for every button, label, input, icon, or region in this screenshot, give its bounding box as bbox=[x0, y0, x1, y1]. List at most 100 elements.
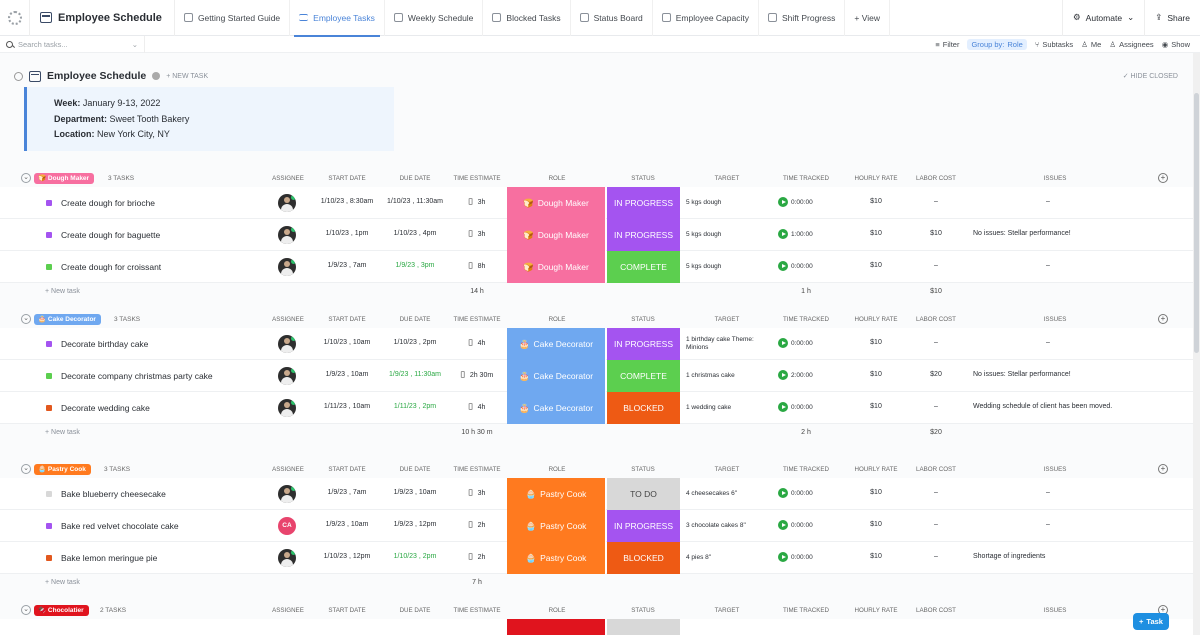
play-icon[interactable] bbox=[778, 229, 788, 239]
column-header-status[interactable]: STATUS bbox=[631, 316, 655, 323]
tab-blocked-tasks[interactable]: Blocked Tasks bbox=[483, 0, 571, 36]
column-header-start[interactable]: START DATE bbox=[328, 466, 366, 473]
column-header-due[interactable]: DUE DATE bbox=[399, 466, 431, 473]
status-square-icon[interactable] bbox=[46, 523, 52, 529]
avatar[interactable] bbox=[278, 399, 296, 417]
column-header-target[interactable]: TARGET bbox=[714, 175, 740, 182]
play-icon[interactable] bbox=[778, 552, 788, 562]
column-header-issues[interactable]: ISSUES bbox=[1043, 316, 1067, 323]
issue-text[interactable]: No issues: Stellar performance! bbox=[973, 230, 1071, 237]
collapse-icon[interactable]: ⌄ bbox=[21, 464, 31, 474]
due-date[interactable]: 1/10/23 , 2pm bbox=[393, 553, 437, 560]
start-date[interactable]: 1/11/23 , 10am bbox=[323, 403, 371, 410]
role-cell[interactable]: 🎂 Cake Decorator bbox=[507, 328, 606, 360]
avatar[interactable] bbox=[278, 258, 296, 276]
column-header-est[interactable]: TIME ESTIMATE bbox=[453, 175, 501, 182]
task-row[interactable]: Create dough for croissant 1/9/23 , 7am 1/… bbox=[0, 251, 1200, 283]
column-header-target[interactable]: TARGET bbox=[714, 466, 740, 473]
task-row[interactable]: Create dough for brioche 1/10/23 , 8:30am… bbox=[0, 187, 1200, 219]
issue-text[interactable]: – bbox=[1046, 262, 1050, 269]
due-date[interactable]: 1/9/23 , 3pm bbox=[395, 262, 435, 269]
new-task-button[interactable]: + New task bbox=[45, 288, 80, 295]
search-input[interactable]: Search tasks... bbox=[18, 39, 68, 49]
column-header-rate[interactable]: HOURLY RATE bbox=[854, 607, 898, 614]
column-header-issues[interactable]: ISSUES bbox=[1043, 607, 1067, 614]
target-value[interactable]: 1 birthday cake Theme: Minions bbox=[686, 336, 754, 351]
start-date[interactable]: 1/9/23 , 10am bbox=[325, 371, 369, 378]
assignees-button[interactable]: ♙ Assignees bbox=[1109, 40, 1153, 49]
group-pill[interactable]: 🎂 Cake Decorator bbox=[34, 314, 101, 325]
task-name[interactable]: Create dough for croissant bbox=[61, 262, 162, 272]
time-estimate[interactable]: 3h bbox=[468, 489, 485, 497]
start-date[interactable]: 1/10/23 , 8:30am bbox=[320, 198, 374, 205]
time-tracked[interactable]: 0:00:00 bbox=[778, 338, 813, 348]
column-header-target[interactable]: TARGET bbox=[714, 316, 740, 323]
time-estimate[interactable]: 2h bbox=[468, 521, 485, 529]
role-cell[interactable]: 🍞 Dough Maker bbox=[507, 187, 606, 219]
issue-text[interactable]: – bbox=[1046, 198, 1050, 205]
status-cell[interactable]: TO DO bbox=[607, 478, 680, 510]
column-header-rate[interactable]: HOURLY RATE bbox=[854, 175, 898, 182]
task-row[interactable]: Bake blueberry cheesecake 1/9/23 , 7am 1/9… bbox=[0, 478, 1200, 510]
play-icon[interactable] bbox=[778, 520, 788, 530]
column-header-start[interactable]: START DATE bbox=[328, 175, 366, 182]
tab-employee-capacity[interactable]: Employee Capacity bbox=[653, 0, 759, 36]
hourly-rate[interactable]: $10 bbox=[870, 371, 882, 378]
column-header-issues[interactable]: ISSUES bbox=[1043, 466, 1067, 473]
play-icon[interactable] bbox=[778, 370, 788, 380]
status-cell[interactable]: COMPLETE bbox=[607, 360, 680, 392]
issue-text[interactable]: – bbox=[1046, 489, 1050, 496]
column-header-est[interactable]: TIME ESTIMATE bbox=[453, 466, 501, 473]
group-pill[interactable]: 🍞 Dough Maker bbox=[34, 173, 95, 184]
column-header-rate[interactable]: HOURLY RATE bbox=[854, 316, 898, 323]
issue-text[interactable]: Shortage of ingredients bbox=[973, 553, 1046, 560]
labor-cost[interactable]: $20 bbox=[930, 371, 942, 378]
due-date[interactable]: 1/10/23 , 2pm bbox=[393, 339, 437, 346]
avatar[interactable] bbox=[278, 549, 296, 567]
time-tracked[interactable]: 0:00:00 bbox=[778, 261, 813, 271]
hourly-rate[interactable]: $10 bbox=[870, 489, 882, 496]
status-cell[interactable]: BLOCKED bbox=[607, 542, 680, 574]
target-value[interactable]: 1 wedding cake bbox=[686, 404, 732, 411]
column-header-labor[interactable]: LABOR COST bbox=[916, 607, 956, 614]
status-square-icon[interactable] bbox=[46, 555, 52, 561]
column-header-due[interactable]: DUE DATE bbox=[399, 316, 431, 323]
labor-cost[interactable]: – bbox=[934, 339, 938, 346]
task-row[interactable]: Decorate birthday cake 1/10/23 , 10am 1/10… bbox=[0, 328, 1200, 360]
list-title[interactable]: Employee Schedule bbox=[30, 0, 175, 36]
avatar[interactable] bbox=[278, 226, 296, 244]
new-task-link[interactable]: + NEW TASK bbox=[166, 72, 209, 80]
column-header-role[interactable]: ROLE bbox=[548, 175, 566, 182]
task-row[interactable] bbox=[0, 619, 1200, 635]
collapse-icon[interactable]: ⌄ bbox=[21, 605, 31, 615]
labor-cost[interactable]: – bbox=[934, 521, 938, 528]
play-icon[interactable] bbox=[778, 338, 788, 348]
add-task-button[interactable]: + Task bbox=[1133, 613, 1169, 630]
column-header-assignee[interactable]: ASSIGNEE bbox=[272, 316, 304, 323]
time-tracked[interactable]: 0:00:00 bbox=[778, 552, 813, 562]
task-name[interactable]: Bake blueberry cheesecake bbox=[61, 489, 166, 499]
issue-text[interactable]: No issues: Stellar performance! bbox=[973, 371, 1071, 378]
tab-status-board[interactable]: Status Board bbox=[571, 0, 653, 36]
new-task-button[interactable]: + New task bbox=[45, 579, 80, 586]
time-estimate[interactable]: 4h bbox=[468, 339, 485, 347]
task-name[interactable]: Create dough for baguette bbox=[61, 230, 161, 240]
time-tracked[interactable]: 0:00:00 bbox=[778, 520, 813, 530]
time-tracked[interactable]: 0:00:00 bbox=[778, 488, 813, 498]
status-cell[interactable]: IN PROGRESS bbox=[607, 187, 680, 219]
labor-cost[interactable]: – bbox=[934, 198, 938, 205]
hourly-rate[interactable]: $10 bbox=[870, 198, 882, 205]
due-date[interactable]: 1/9/23 , 12pm bbox=[393, 521, 437, 528]
status-square-icon[interactable] bbox=[46, 264, 52, 270]
due-date[interactable]: 1/9/23 , 11:30am bbox=[388, 371, 442, 378]
role-cell[interactable] bbox=[507, 619, 606, 635]
column-header-role[interactable]: ROLE bbox=[548, 607, 566, 614]
column-header-tracked[interactable]: TIME TRACKED bbox=[783, 466, 829, 473]
avatar[interactable] bbox=[278, 367, 296, 385]
time-estimate[interactable]: 8h bbox=[468, 262, 485, 270]
due-date[interactable]: 1/11/23 , 2pm bbox=[393, 403, 437, 410]
role-cell[interactable]: 🍞 Dough Maker bbox=[507, 251, 606, 283]
start-date[interactable]: 1/10/23 , 1pm bbox=[325, 230, 369, 237]
column-header-assignee[interactable]: ASSIGNEE bbox=[272, 466, 304, 473]
time-tracked[interactable]: 0:00:00 bbox=[778, 197, 813, 207]
